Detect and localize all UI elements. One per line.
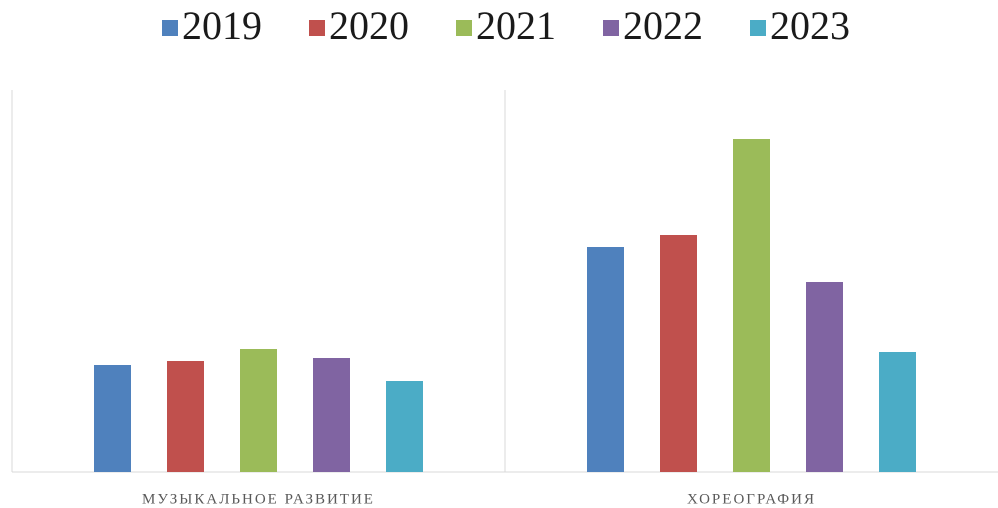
legend-swatch <box>603 20 619 36</box>
bar <box>313 358 350 472</box>
bar <box>806 282 843 472</box>
bar <box>386 381 423 472</box>
bar <box>660 235 697 472</box>
bar <box>879 352 916 472</box>
bar <box>733 139 770 472</box>
bar <box>167 361 204 472</box>
legend-swatch <box>162 20 178 36</box>
legend-swatch <box>456 20 472 36</box>
bar <box>94 365 131 472</box>
x-tick-label: ХОРЕОГРАФИЯ <box>687 491 816 507</box>
legend-label: 2021 <box>476 3 556 48</box>
bar <box>587 247 624 472</box>
legend-label: 2020 <box>329 3 409 48</box>
legend-swatch <box>750 20 766 36</box>
legend-swatch <box>309 20 325 36</box>
bar <box>240 349 277 472</box>
legend-label: 2023 <box>770 3 850 48</box>
legend-label: 2019 <box>182 3 262 48</box>
legend-label: 2022 <box>623 3 703 48</box>
x-tick-label: МУЗЫКАЛЬНОЕ РАЗВИТИЕ <box>142 491 375 507</box>
